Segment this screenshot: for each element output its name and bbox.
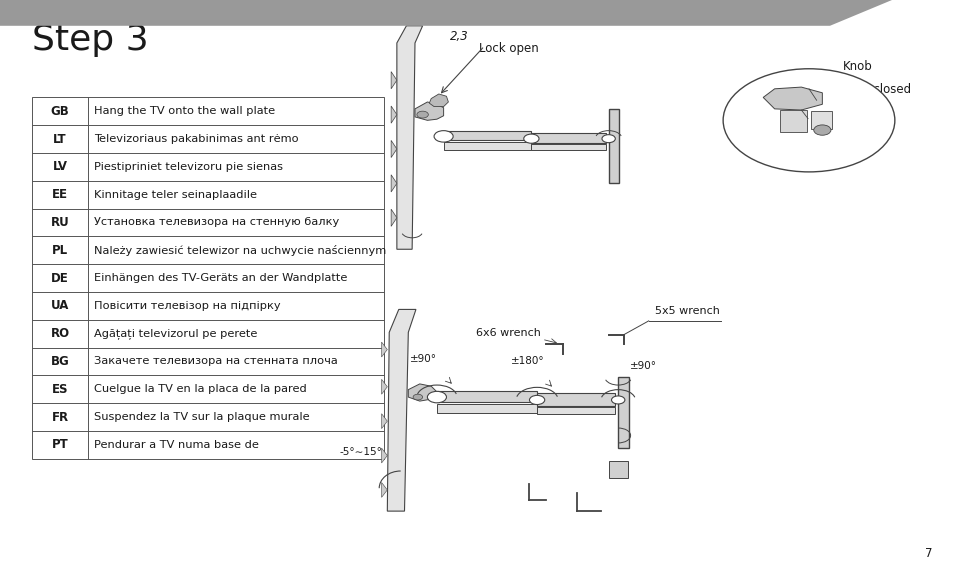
Text: Kinnitage teler seinaplaadile: Kinnitage teler seinaplaadile [94, 190, 257, 199]
Polygon shape [408, 384, 436, 401]
Bar [531, 133, 605, 143]
Circle shape [413, 394, 422, 400]
Text: GB: GB [51, 105, 70, 118]
Text: Hang the TV onto the wall plate: Hang the TV onto the wall plate [94, 107, 275, 116]
Text: PL: PL [52, 244, 68, 257]
Text: Einhängen des TV-Geräts an der Wandplatte: Einhängen des TV-Geräts an der Wandplatt… [94, 273, 348, 283]
Text: ES: ES [51, 383, 69, 396]
Bar [618, 377, 628, 448]
Text: 6x6 wrench: 6x6 wrench [476, 328, 540, 338]
Text: Agățați televizorul pe perete: Agățați televizorul pe perete [94, 328, 257, 339]
Text: PT: PT [51, 438, 69, 452]
Polygon shape [387, 309, 416, 511]
Polygon shape [415, 102, 443, 120]
Bar [531, 144, 605, 150]
Text: LT: LT [53, 132, 67, 146]
Text: Televizoriaus pakabinimas ant rėmo: Televizoriaus pakabinimas ant rėmo [94, 134, 298, 144]
Circle shape [427, 391, 446, 403]
Polygon shape [396, 26, 422, 249]
Text: Lock closed: Lock closed [842, 83, 910, 96]
Bar [32, 97, 383, 459]
Circle shape [416, 111, 428, 118]
Bar [537, 393, 615, 406]
Text: Повісити телевізор на підпірку: Повісити телевізор на підпірку [94, 301, 281, 311]
Bar [443, 142, 531, 150]
Polygon shape [381, 448, 387, 463]
Bar [608, 109, 618, 183]
Text: Закачете телевизора на стенната плоча: Закачете телевизора на стенната плоча [94, 356, 338, 366]
Text: -5°∼15°: -5°∼15° [339, 446, 382, 457]
Text: 5x5 wrench: 5x5 wrench [655, 307, 720, 316]
Polygon shape [381, 379, 387, 394]
Circle shape [601, 135, 615, 143]
Text: 2,3: 2,3 [450, 30, 469, 44]
Text: UA: UA [51, 299, 70, 312]
Text: BG: BG [51, 355, 70, 368]
Text: RU: RU [51, 216, 70, 229]
Text: Установка телевизора на стенную балку: Установка телевизора на стенную балку [94, 218, 339, 227]
Bar [436, 391, 537, 402]
Text: Suspendez la TV sur la plaque murale: Suspendez la TV sur la plaque murale [94, 412, 310, 422]
Bar [780, 110, 806, 132]
Polygon shape [762, 87, 821, 110]
Text: Należy zawiesić telewizor na uchwycie naściennym: Należy zawiesić telewizor na uchwycie na… [94, 245, 386, 256]
Bar [436, 404, 537, 413]
Text: ±90°: ±90° [410, 355, 436, 364]
Text: Pendurar a TV numa base de: Pendurar a TV numa base de [94, 440, 259, 450]
Text: LV: LV [52, 160, 68, 174]
Circle shape [611, 396, 624, 404]
Circle shape [523, 134, 538, 143]
Text: Lock open: Lock open [478, 42, 538, 55]
Text: RO: RO [51, 327, 70, 340]
Text: EE: EE [52, 188, 68, 201]
Text: Knob: Knob [842, 60, 872, 73]
Bar [537, 407, 615, 414]
Polygon shape [381, 342, 387, 357]
Circle shape [722, 69, 894, 172]
Bar [810, 111, 831, 129]
Text: Step 3: Step 3 [32, 23, 149, 57]
Polygon shape [391, 140, 396, 158]
Text: DE: DE [51, 272, 69, 285]
Text: ±180°: ±180° [510, 356, 544, 366]
Polygon shape [391, 106, 396, 123]
Polygon shape [381, 414, 387, 429]
Circle shape [813, 125, 830, 135]
Polygon shape [429, 94, 448, 107]
Text: Piestipriniet televizoru pie sienas: Piestipriniet televizoru pie sienas [94, 162, 283, 172]
Circle shape [529, 395, 544, 405]
Polygon shape [391, 209, 396, 226]
Text: ±90°: ±90° [629, 362, 656, 371]
Polygon shape [391, 175, 396, 192]
Circle shape [434, 131, 453, 142]
Text: Cuelgue la TV en la placa de la pared: Cuelgue la TV en la placa de la pared [94, 384, 307, 394]
Polygon shape [391, 72, 396, 89]
Bar [608, 461, 627, 478]
Polygon shape [0, 0, 891, 26]
Bar [443, 131, 531, 140]
Polygon shape [381, 482, 387, 497]
Text: FR: FR [51, 410, 69, 423]
Text: 7: 7 [923, 547, 931, 560]
